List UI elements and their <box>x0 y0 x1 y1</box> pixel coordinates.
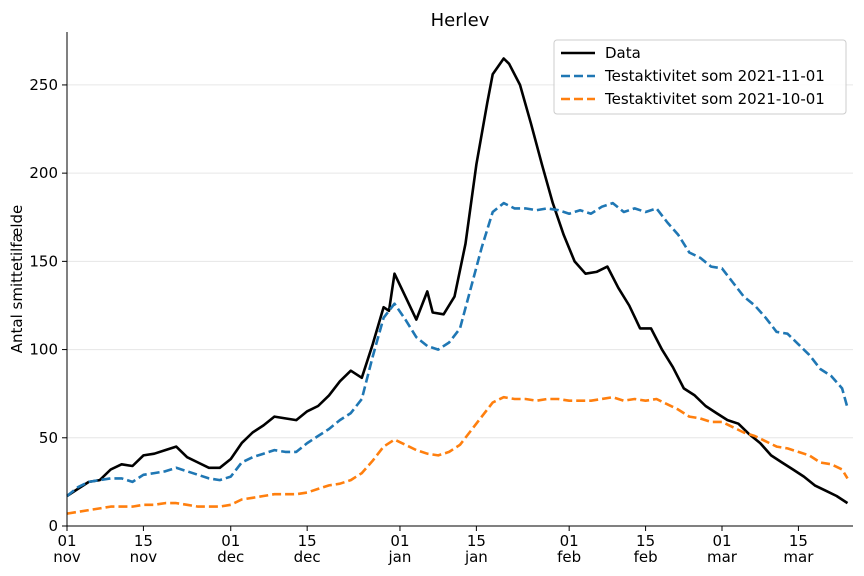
x-tick-month-label: feb <box>634 548 658 566</box>
x-tick-month-label: nov <box>130 548 158 566</box>
x-tick-day-label: 01 <box>560 532 579 550</box>
legend-label-2: Testaktivitet som 2021-11-01 <box>604 67 825 85</box>
y-tick-label: 250 <box>29 76 58 94</box>
y-axis-label: Antal smittetilfælde <box>8 205 26 354</box>
x-tick-month-label: dec <box>217 548 244 566</box>
x-tick-month-label: jan <box>464 548 488 566</box>
x-tick-day-label: 15 <box>789 532 808 550</box>
y-tick-label: 200 <box>29 164 58 182</box>
x-tick-month-label: nov <box>53 548 81 566</box>
y-tick-label: 100 <box>29 341 58 359</box>
series-line-2 <box>66 201 849 498</box>
x-tick-day-label: 15 <box>636 532 655 550</box>
x-tick-day-label: 15 <box>298 532 317 550</box>
x-tick-day-label: 15 <box>134 532 153 550</box>
y-tick-label: 50 <box>39 429 58 447</box>
x-tick-day-label: 15 <box>467 532 486 550</box>
x-tick-month-label: dec <box>294 548 321 566</box>
x-tick-day-label: 01 <box>712 532 731 550</box>
x-tick-day-label: 01 <box>57 532 76 550</box>
y-tick-label: 0 <box>48 517 58 535</box>
x-tick-day-label: 01 <box>221 532 240 550</box>
x-ticks: 01nov15nov01dec15dec01jan15jan01feb15feb… <box>53 526 814 566</box>
x-tick-day-label: 01 <box>390 532 409 550</box>
series-line-3 <box>66 395 849 515</box>
y-tick-label: 150 <box>29 252 58 270</box>
y-ticks: 0 50 100 150 200 250 <box>29 76 67 535</box>
x-tick-month-label: jan <box>388 548 412 566</box>
legend-label-1: Data <box>605 44 641 62</box>
series-line-1 <box>66 57 849 505</box>
grid-lines <box>67 84 853 439</box>
x-tick-month-label: feb <box>557 548 581 566</box>
series-lines <box>66 57 849 515</box>
legend-label-3: Testaktivitet som 2021-10-01 <box>604 90 825 108</box>
x-tick-month-label: mar <box>783 548 814 566</box>
x-tick-month-label: mar <box>707 548 738 566</box>
legend-box <box>553 39 847 115</box>
chart-title: Herlev <box>431 10 490 31</box>
legend: Data Testaktivitet som 2021-11-01 Testakti… <box>553 39 847 115</box>
